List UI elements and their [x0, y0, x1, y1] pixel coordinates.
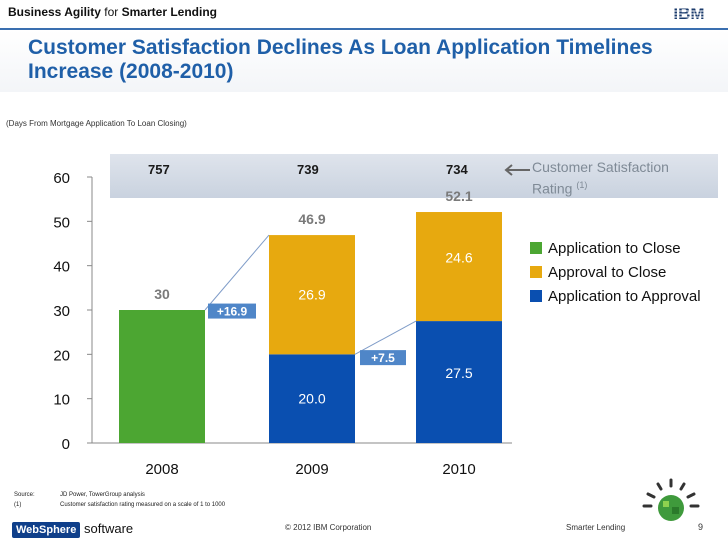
- page-number: 9: [698, 522, 704, 532]
- deck-title-bold: Business Agility: [8, 5, 101, 19]
- segment-label: 27.5: [445, 365, 472, 381]
- annotation-bg: [208, 303, 256, 319]
- annotation-bg: [360, 350, 406, 366]
- footnote-source: Source: JD Power, TowerGroup analysis: [14, 490, 225, 500]
- ibm-logo: IBM: [660, 4, 718, 22]
- left-arrow-icon: [504, 164, 530, 176]
- legend-label: Approval to Close: [548, 263, 667, 281]
- callout-line1: Customer Satisfaction: [532, 159, 669, 175]
- legend-item: Application to Close: [530, 236, 701, 260]
- connector-2008-2009: [204, 234, 270, 311]
- y-tick-label: 30: [53, 303, 70, 320]
- segment-label: 20.0: [298, 391, 325, 407]
- footnotes: Source: JD Power, TowerGroup analysis (1…: [14, 490, 225, 510]
- y-tick-label: 10: [53, 392, 70, 409]
- footnote-1-text: Customer satisfaction rating measured on…: [60, 502, 226, 508]
- y-tick-label: 60: [53, 170, 70, 187]
- y-tick-label: 0: [62, 436, 70, 453]
- bar: [416, 212, 502, 322]
- header-rule: [0, 28, 728, 30]
- stacked-bar-chart: 0 10 20 30 40 50 60 2008 2009 2010 20.0 26.9 27.5 24.…: [53, 170, 512, 478]
- chart-subtitle: (Days From Mortgage Application To Loan …: [6, 119, 187, 128]
- top-bar: Business Agility for Smarter Lending IBM: [0, 0, 728, 24]
- footnote-source-text: JD Power, TowerGroup analysis: [60, 492, 145, 498]
- chart-legend: Application to Close Approval to Close App…: [530, 236, 701, 308]
- connector-2009-2010: [354, 320, 417, 355]
- legend-item: Approval to Close: [530, 260, 701, 284]
- title-band: [0, 30, 728, 92]
- segment-label: 24.6: [445, 250, 472, 266]
- x-tick-label: 2009: [295, 461, 328, 478]
- rating-2008: 757: [148, 162, 170, 177]
- total-label: 52.1: [445, 188, 472, 204]
- legend-swatch: [530, 290, 542, 302]
- bar: [269, 235, 355, 355]
- rating-band: [110, 154, 718, 198]
- smarter-planet-icon: [642, 478, 700, 521]
- footer-topic: Smarter Lending: [566, 523, 626, 532]
- deck-title-tail: Smarter Lending: [121, 5, 217, 19]
- bar: [416, 321, 502, 443]
- annotation-delta-2009: +16.9: [217, 305, 248, 319]
- total-label: 30: [154, 286, 170, 302]
- software-label: software: [84, 521, 134, 536]
- legend-swatch: [530, 242, 542, 254]
- callout-line2: Rating: [532, 180, 573, 197]
- x-tick-label: 2010: [442, 461, 475, 478]
- legend-label: Application to Close: [548, 239, 681, 257]
- satisfaction-callout: Customer Satisfaction Rating (1): [532, 158, 669, 198]
- bar: [269, 354, 355, 443]
- rating-2009: 739: [297, 162, 319, 177]
- legend-label: Application to Approval: [548, 287, 701, 305]
- footnote-1-key: (1): [14, 502, 22, 508]
- slide-title: Customer Satisfaction Declines As Loan A…: [28, 36, 653, 83]
- legend-swatch: [530, 266, 542, 278]
- footnote-1: (1) Customer satisfaction rating measure…: [14, 500, 225, 510]
- deck-title-for: for: [104, 5, 119, 19]
- legend-item: Application to Approval: [530, 284, 701, 308]
- copyright: © 2012 IBM Corporation: [285, 523, 372, 532]
- y-tick-label: 50: [53, 214, 70, 231]
- y-tick-label: 20: [53, 347, 70, 364]
- footnote-source-key: Source:: [14, 492, 35, 498]
- annotation-delta-2010: +7.5: [371, 351, 395, 365]
- segment-label: 26.9: [298, 287, 325, 303]
- total-label: 46.9: [298, 211, 325, 227]
- y-tick-label: 40: [53, 259, 70, 276]
- callout-note: (1): [576, 180, 588, 190]
- bar: [119, 310, 205, 443]
- x-tick-label: 2008: [145, 461, 178, 478]
- websphere-logo: WebSphere: [12, 522, 81, 538]
- deck-title: Business Agility for Smarter Lending: [8, 5, 217, 19]
- rating-2010: 734: [446, 162, 468, 177]
- svg-text:IBM: IBM: [673, 4, 704, 22]
